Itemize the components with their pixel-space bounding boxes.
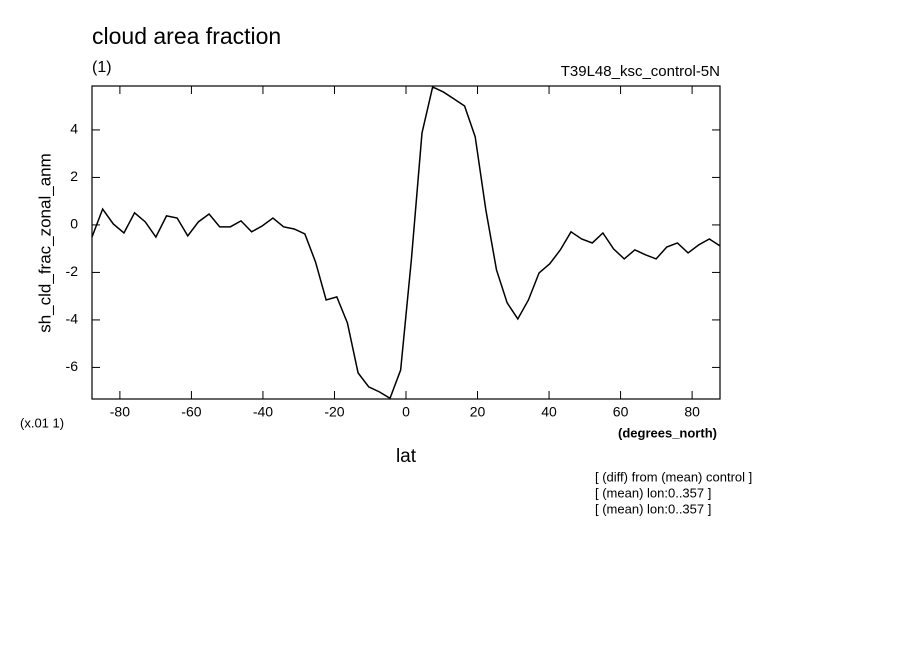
x-tick-label: 20 [470, 404, 486, 420]
x-tick-label: -80 [110, 404, 130, 420]
plot-frame [91, 85, 721, 400]
y-tick-label: 2 [70, 168, 78, 184]
y-tick-label: -2 [66, 263, 79, 279]
run-label: T39L48_ksc_control-5N [561, 63, 720, 80]
y-tick-label: 0 [70, 216, 78, 232]
y-tick-label: 4 [70, 121, 78, 137]
chart-subtitle: (1) [92, 59, 112, 76]
data-line [91, 85, 721, 400]
x-tick-label: -20 [324, 404, 344, 420]
annotation: [ (diff) from (mean) control ] [595, 469, 752, 484]
chart-title: cloud area fraction [92, 23, 281, 49]
annotation: [ (mean) lon:0..357 ] [595, 501, 711, 516]
x-tick-label: -40 [253, 404, 273, 420]
y-tick-label: -6 [66, 358, 79, 374]
x-tick-label: 80 [684, 404, 700, 420]
x-axis-label: lat [396, 446, 417, 467]
y-tick-label: -4 [66, 311, 79, 327]
x-tick-label: 60 [613, 404, 629, 420]
x-tick-label: -60 [181, 404, 201, 420]
x-tick-label: 0 [402, 404, 410, 420]
annotation: [ (mean) lon:0..357 ] [595, 485, 711, 500]
y-axis-label: sh_cld_frac_zonal_anm [35, 153, 54, 333]
y-scale-label: (x.01 1) [20, 415, 64, 430]
x-tick-label: 40 [541, 404, 557, 420]
x-units-label: (degrees_north) [618, 425, 717, 440]
